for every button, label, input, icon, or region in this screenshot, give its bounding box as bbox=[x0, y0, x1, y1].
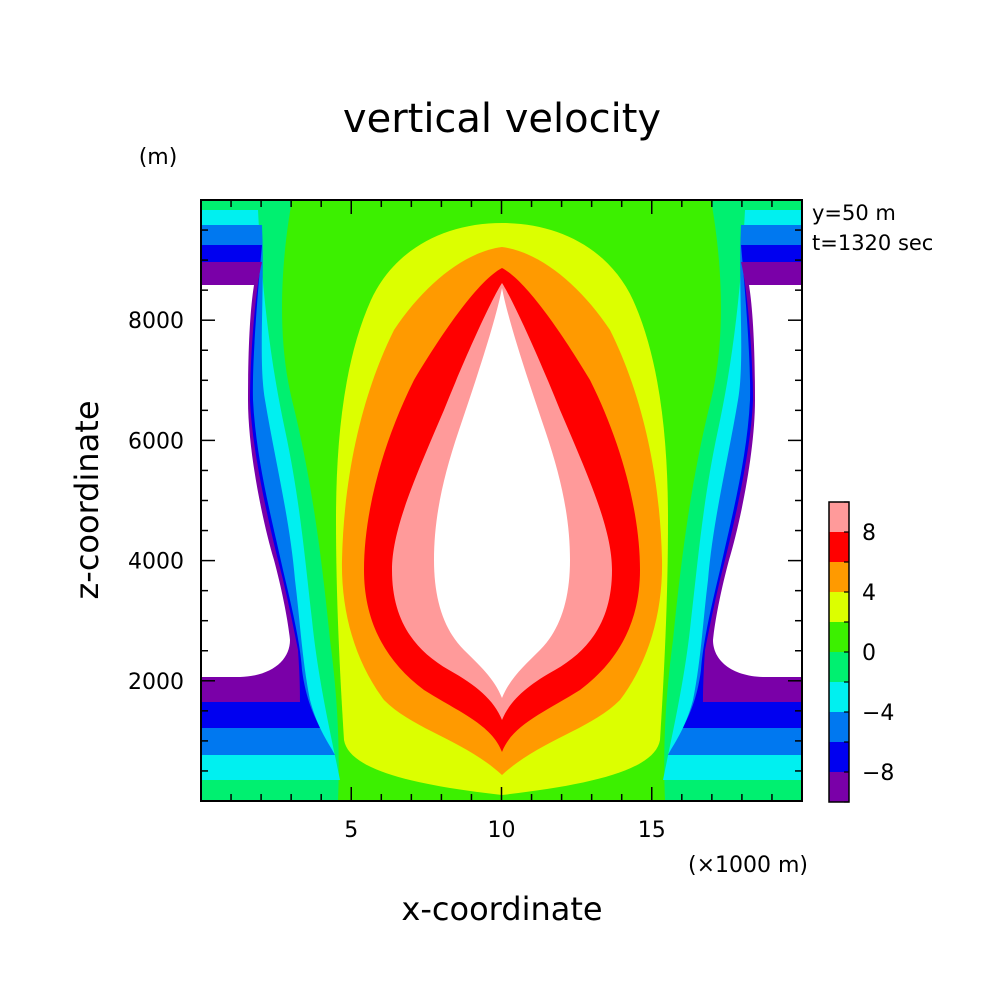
x-tick-label: 15 bbox=[638, 818, 666, 843]
contour-plot-area bbox=[201, 200, 802, 801]
x-tick-label: 10 bbox=[488, 818, 516, 843]
colorbar-swatch bbox=[829, 712, 849, 742]
y-axis-label: z-coordinate bbox=[68, 400, 106, 599]
x-tick-labels: 5 10 15 bbox=[344, 818, 666, 843]
chart-title: vertical velocity bbox=[343, 96, 661, 142]
y-tick-label: 4000 bbox=[128, 550, 184, 575]
colorbar-swatch bbox=[829, 682, 849, 712]
contour-band-right-below-min bbox=[713, 285, 802, 677]
colorbar-swatch bbox=[829, 622, 849, 652]
y-tick-label: 2000 bbox=[128, 670, 184, 695]
y-tick-labels: 2000 4000 6000 8000 bbox=[128, 309, 184, 695]
y-tick-label: 8000 bbox=[128, 309, 184, 334]
colorbar-swatch bbox=[829, 592, 849, 622]
x-axis-label: x-coordinate bbox=[401, 890, 602, 928]
colorbar-swatch bbox=[829, 742, 849, 772]
colorbar-tick-label: 0 bbox=[862, 641, 876, 666]
y-unit-label: (m) bbox=[139, 145, 178, 170]
x-unit-label: (×1000 m) bbox=[688, 853, 808, 878]
colorbar-tick-label: 8 bbox=[862, 521, 876, 546]
colorbar-tick-label: 4 bbox=[862, 581, 876, 606]
colorbar: 8 4 0 −4 −8 bbox=[828, 501, 894, 803]
annotation-t: t=1320 sec bbox=[812, 231, 933, 255]
x-ticks bbox=[230, 200, 773, 801]
colorbar-swatch bbox=[829, 772, 849, 802]
contour-band-left-below-min bbox=[201, 285, 290, 677]
colorbar-swatch bbox=[829, 562, 849, 592]
x-tick-label: 5 bbox=[344, 818, 358, 843]
colorbar-tick-label: −4 bbox=[862, 701, 894, 726]
contour-band-above-max bbox=[434, 288, 570, 698]
annotation-y: y=50 m bbox=[812, 201, 896, 225]
y-tick-label: 6000 bbox=[128, 429, 184, 454]
y-ticks bbox=[201, 229, 802, 772]
colorbar-swatch bbox=[829, 502, 849, 532]
colorbar-tick-label: −8 bbox=[862, 761, 894, 786]
colorbar-swatch bbox=[829, 652, 849, 682]
colorbar-swatch bbox=[829, 532, 849, 562]
